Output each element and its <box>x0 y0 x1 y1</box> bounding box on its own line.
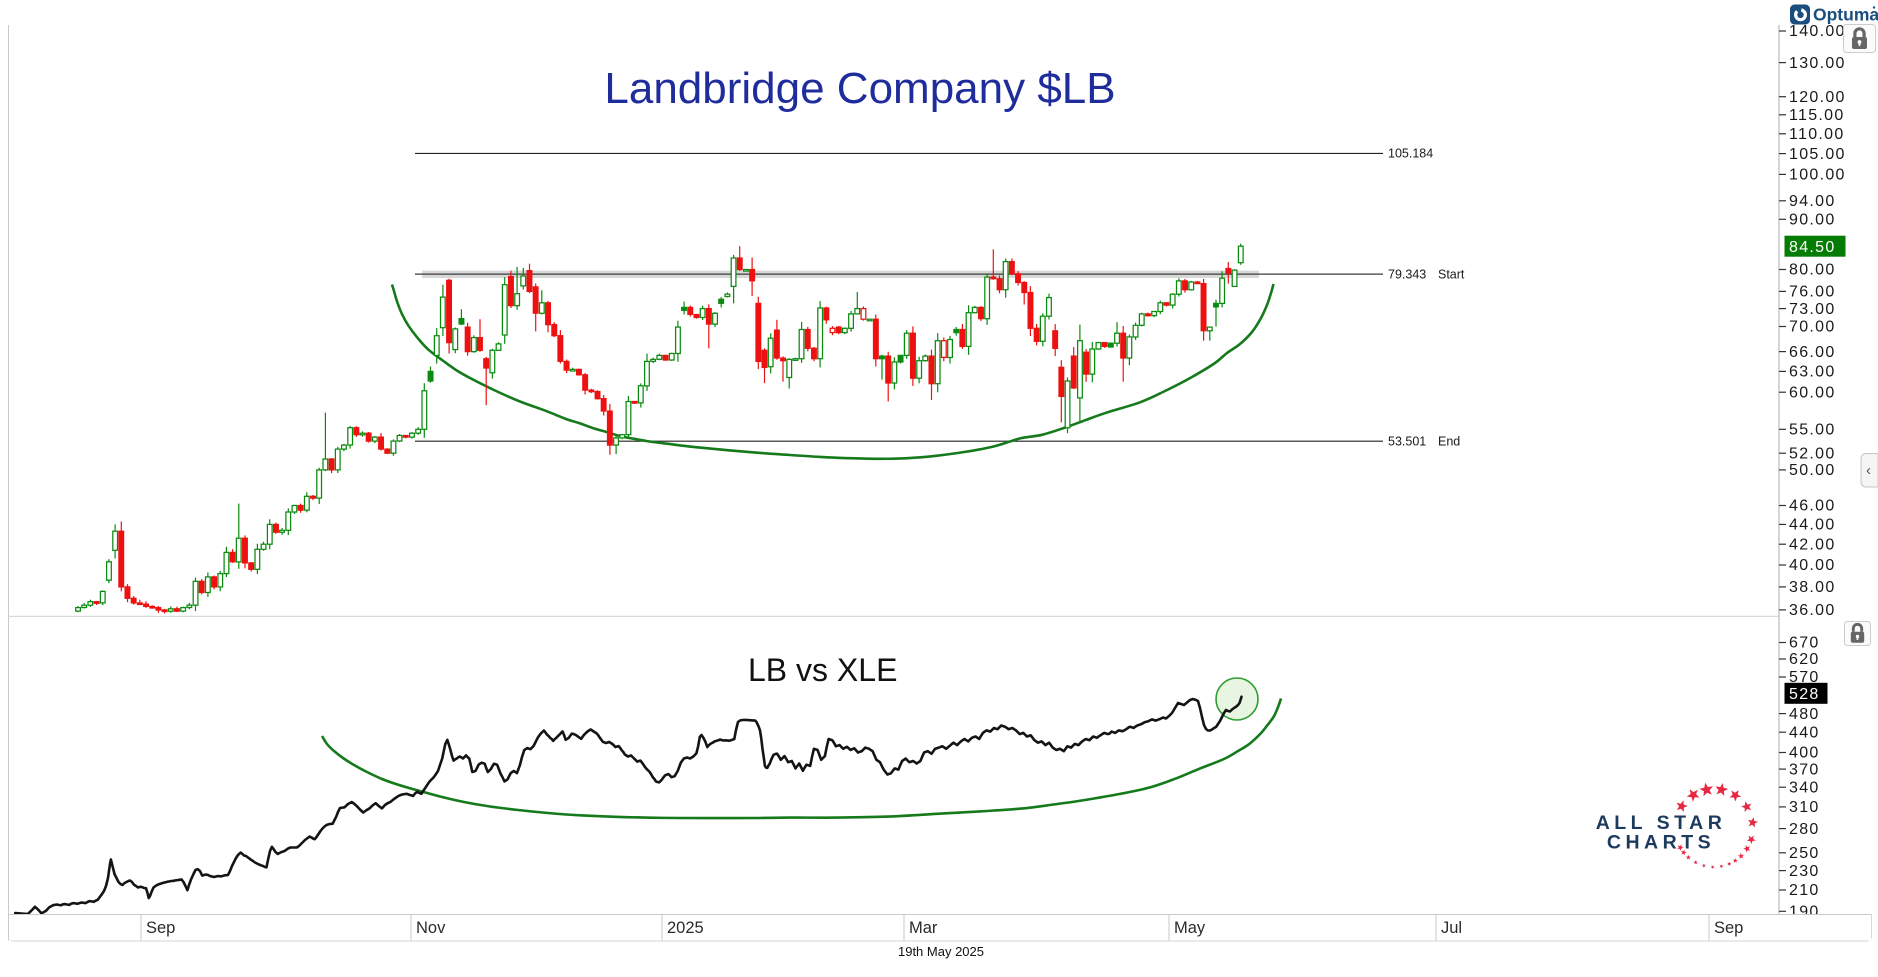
svg-text:310: 310 <box>1789 799 1820 816</box>
svg-text:ALL STAR: ALL STAR <box>1596 812 1727 834</box>
svg-text:CHARTS: CHARTS <box>1607 832 1715 854</box>
svg-text:Sep: Sep <box>1714 919 1743 937</box>
svg-text:115.00: 115.00 <box>1789 107 1845 124</box>
svg-text:84.50: 84.50 <box>1789 239 1836 256</box>
svg-text:94.00: 94.00 <box>1789 193 1836 210</box>
svg-text:76.00: 76.00 <box>1789 284 1836 301</box>
svg-text:May: May <box>1174 919 1206 937</box>
svg-text:570: 570 <box>1789 669 1820 686</box>
svg-text:44.00: 44.00 <box>1789 517 1836 534</box>
svg-text:Optuma: Optuma <box>1813 5 1878 25</box>
svg-text:105.00: 105.00 <box>1789 146 1846 163</box>
svg-text:19th May 2025: 19th May 2025 <box>898 944 984 959</box>
svg-text:40.00: 40.00 <box>1789 557 1836 574</box>
svg-text:36.00: 36.00 <box>1789 602 1836 619</box>
svg-text:250: 250 <box>1789 845 1820 862</box>
svg-text:63.00: 63.00 <box>1789 364 1836 381</box>
svg-text:66.00: 66.00 <box>1789 344 1836 361</box>
svg-text:Nov: Nov <box>416 919 446 937</box>
svg-text:42.00: 42.00 <box>1789 536 1836 553</box>
svg-text:340: 340 <box>1789 779 1820 796</box>
svg-text:LB vs XLE: LB vs XLE <box>748 652 897 688</box>
svg-text:105.184: 105.184 <box>1388 147 1433 161</box>
svg-text:Jul: Jul <box>1441 919 1462 937</box>
svg-text:53.501: 53.501 <box>1388 435 1426 449</box>
svg-text:110.00: 110.00 <box>1789 126 1845 143</box>
svg-text:2025: 2025 <box>667 919 704 937</box>
svg-text:90.00: 90.00 <box>1789 212 1836 229</box>
svg-text:140.00: 140.00 <box>1789 23 1846 40</box>
svg-text:46.00: 46.00 <box>1789 498 1836 515</box>
svg-text:280: 280 <box>1789 821 1820 838</box>
svg-text:210: 210 <box>1789 882 1820 899</box>
svg-text:50.00: 50.00 <box>1789 462 1836 479</box>
svg-text:Landbridge Company $LB: Landbridge Company $LB <box>604 64 1115 113</box>
svg-text:52.00: 52.00 <box>1789 445 1836 462</box>
svg-text:End: End <box>1438 435 1460 449</box>
svg-text:670: 670 <box>1789 635 1820 652</box>
svg-text:Sep: Sep <box>146 919 175 937</box>
svg-text:400: 400 <box>1789 745 1820 762</box>
svg-text:440: 440 <box>1789 724 1820 741</box>
svg-text:370: 370 <box>1789 761 1820 778</box>
svg-text:38.00: 38.00 <box>1789 579 1836 596</box>
svg-text:Start: Start <box>1438 267 1465 281</box>
svg-text:73.00: 73.00 <box>1789 301 1836 318</box>
svg-text:80.00: 80.00 <box>1789 262 1836 279</box>
svg-text:120.00: 120.00 <box>1789 89 1846 106</box>
svg-text:620: 620 <box>1789 651 1820 668</box>
svg-text:480: 480 <box>1789 706 1820 723</box>
svg-text:100.00: 100.00 <box>1789 167 1846 184</box>
svg-text:70.00: 70.00 <box>1789 319 1836 336</box>
svg-text:528: 528 <box>1789 686 1820 703</box>
svg-text:230: 230 <box>1789 863 1820 880</box>
svg-text:‹: ‹ <box>1866 462 1871 479</box>
svg-text:60.00: 60.00 <box>1789 384 1836 401</box>
svg-text:130.00: 130.00 <box>1789 55 1846 72</box>
svg-text:55.00: 55.00 <box>1789 422 1836 439</box>
svg-text:79.343: 79.343 <box>1388 267 1426 281</box>
svg-text:Mar: Mar <box>909 919 938 937</box>
